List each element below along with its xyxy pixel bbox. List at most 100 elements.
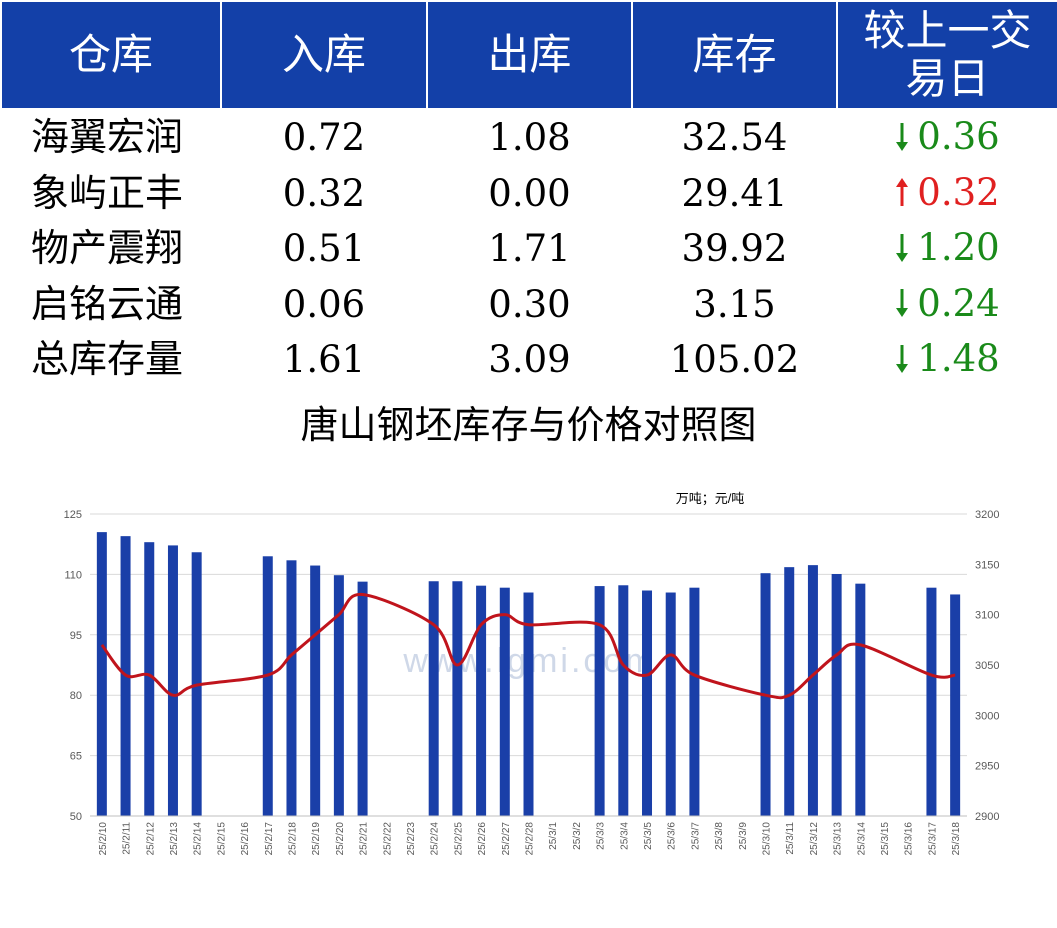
bar: [926, 587, 937, 816]
x-tick-label: 25/2/28: [525, 822, 536, 856]
y-left-tick-label: 50: [70, 811, 82, 823]
change-value: 0.24: [917, 281, 1000, 325]
x-tick-label: 25/2/10: [98, 822, 109, 856]
price-line: [100, 593, 956, 700]
bar: [499, 587, 510, 816]
cell-out: 0.00: [488, 171, 571, 215]
x-tick-label: 25/3/13: [833, 822, 844, 856]
cell-stock: 3.15: [693, 282, 776, 326]
table-row: 物产震翔 0.51 1.71 39.92 1.20: [1, 221, 1057, 277]
y-left-tick-label: 110: [64, 569, 82, 581]
x-tick-label: 25/3/16: [904, 822, 915, 856]
change-value: 0.36: [917, 115, 1000, 158]
cell-out: 0.30: [488, 282, 571, 326]
x-tick-label: 25/3/8: [714, 822, 725, 850]
x-tick-label: 25/3/3: [596, 822, 607, 850]
x-tick-label: 25/3/6: [667, 822, 678, 850]
x-tick-label: 25/2/23: [406, 822, 417, 856]
y-right-tick-label: 3100: [975, 610, 999, 622]
table-row: 象屿正丰 0.32 0.00 29.41 0.32: [1, 166, 1057, 222]
cell-change: 1.20: [837, 221, 1057, 277]
x-tick-label: 25/3/5: [643, 822, 654, 850]
bar: [642, 590, 653, 816]
bar: [665, 592, 676, 816]
unit-label: 万吨；元/吨: [676, 491, 745, 507]
bar: [950, 594, 961, 816]
bar: [144, 542, 155, 816]
x-tick-label: 25/2/16: [240, 822, 251, 856]
x-tick-label: 25/2/25: [453, 822, 464, 856]
x-tick-label: 25/3/10: [762, 822, 773, 856]
cell-stock: 39.92: [681, 227, 788, 271]
chart: www.lgmi.com5065809511012529002950300030…: [64, 491, 1000, 856]
y-left-tick-label: 95: [70, 630, 82, 642]
header-change: 较上一交易日: [836, 0, 1057, 110]
x-tick-label: 25/2/27: [501, 822, 512, 856]
cell-warehouse: 海翼宏润: [31, 115, 184, 160]
y-left-tick-label: 65: [70, 751, 82, 763]
x-tick-label: 25/3/1: [548, 822, 559, 850]
x-tick-label: 25/3/7: [690, 822, 701, 850]
cell-change: 0.24: [837, 277, 1057, 333]
x-tick-label: 25/2/22: [382, 822, 393, 856]
cell-stock: 29.41: [681, 171, 788, 215]
arrow-down-icon: [896, 344, 909, 373]
bar: [855, 583, 866, 816]
cell-warehouse: 物产震翔: [31, 226, 184, 271]
change-value: 1.20: [917, 226, 1000, 269]
header-in: 入库: [220, 0, 428, 110]
cell-change: 0.36: [837, 109, 1057, 166]
change-value: 1.48: [917, 337, 1000, 380]
y-right-tick-label: 3200: [975, 509, 999, 521]
cell-change: 1.48: [837, 332, 1057, 388]
x-tick-label: 25/3/12: [809, 822, 820, 856]
x-tick-label: 25/3/9: [738, 822, 749, 850]
x-tick-label: 25/2/15: [216, 822, 227, 856]
bar: [96, 532, 107, 816]
x-tick-label: 25/2/24: [430, 822, 441, 856]
y-right-tick-label: 3050: [975, 660, 999, 672]
arrow-up-icon: [896, 178, 909, 206]
table-row: 海翼宏润 0.72 1.08 32.54 0.36: [1, 109, 1057, 166]
arrow-down-icon: [896, 122, 909, 151]
bar: [476, 585, 487, 816]
bar: [689, 587, 700, 816]
y-left-tick-label: 125: [64, 509, 82, 521]
chart-title: 唐山钢坯库存与价格对照图: [300, 403, 757, 447]
cell-in: 0.51: [282, 227, 366, 271]
x-tick-label: 25/2/21: [359, 822, 370, 856]
cell-in: 0.72: [282, 116, 366, 160]
x-tick-label: 25/2/19: [311, 822, 322, 856]
cell-in: 0.32: [282, 171, 366, 215]
cell-out: 3.09: [488, 338, 571, 382]
y-left-tick-label: 80: [70, 690, 82, 702]
table-header-row: 仓库 入库 出库 库存 较上一交易日: [0, 0, 1057, 110]
cell-stock: 105.02: [669, 338, 800, 382]
bar: [618, 585, 629, 816]
x-tick-label: 25/2/12: [145, 822, 156, 856]
cell-warehouse: 总库存量: [31, 337, 184, 382]
bar: [452, 581, 463, 816]
y-right-tick-label: 3150: [975, 559, 999, 571]
bar: [333, 575, 344, 816]
cell-warehouse: 启铭云通: [31, 281, 184, 326]
table-row: 总库存量 1.61 3.09 105.02 1.48: [1, 332, 1057, 388]
x-tick-label: 25/2/17: [264, 822, 275, 856]
x-tick-label: 25/3/11: [785, 822, 796, 855]
x-tick-label: 25/3/17: [927, 822, 938, 856]
y-right-tick-label: 2900: [975, 811, 999, 823]
x-tick-label: 25/2/13: [169, 822, 180, 856]
cell-out: 1.71: [488, 227, 571, 271]
y-right-tick-label: 2950: [975, 761, 999, 773]
bar: [784, 567, 795, 816]
x-tick-label: 25/2/18: [287, 822, 298, 856]
x-tick-label: 25/2/20: [335, 822, 346, 856]
bar: [831, 573, 842, 816]
table-row: 启铭云通 0.06 0.30 3.15 0.24: [1, 277, 1057, 333]
header-warehouse: 仓库: [0, 0, 222, 110]
header-out: 出库: [426, 0, 633, 110]
x-tick-label: 25/3/15: [880, 822, 891, 856]
change-value: 0.32: [917, 170, 1000, 214]
warehouse-table: 仓库 入库 出库 库存 较上一交易日 海翼宏润 0.72 1.08 32.54 0.36…: [0, 0, 1057, 388]
bar: [594, 586, 605, 816]
